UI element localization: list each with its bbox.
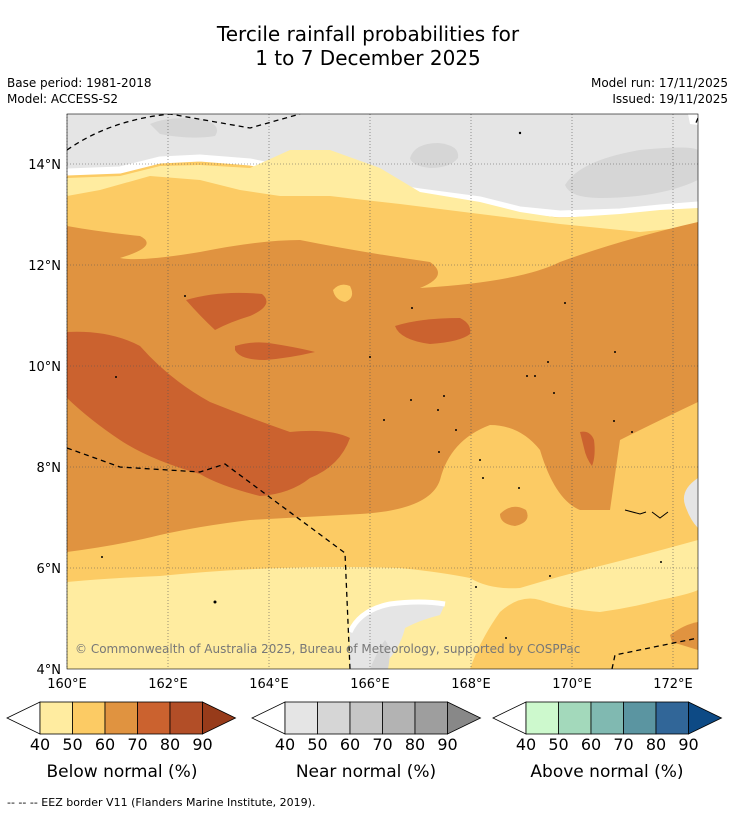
below-60-70-patch-south-east	[670, 622, 698, 650]
colour-legends: 40 50 60 70 80 90 40 50 60 70 80 90 40 50 60 70 80 90	[6, 701, 723, 754]
near-normal-50-60-patch-2	[150, 118, 218, 138]
lat-label-12: 12°N	[28, 259, 61, 274]
lon-label-166: 166°E	[350, 677, 390, 692]
lon-label-160: 160°E	[47, 677, 87, 692]
legend-near-tick: 70	[372, 735, 392, 754]
longitude-labels: 160°E 162°E 164°E 166°E 168°E 170°E 172°…	[47, 677, 693, 692]
legend-above-tick: 90	[678, 735, 698, 754]
below-60-70-patch-south	[500, 506, 528, 526]
title-line-1: Tercile rainfall probabilities for	[216, 22, 520, 46]
lat-label-10: 10°N	[28, 360, 61, 375]
below-70-80-patch-b	[235, 342, 315, 360]
model-run: Model run: 17/11/2025	[590, 76, 728, 90]
below-40-50-north	[67, 150, 698, 232]
legend-below-tick: 60	[95, 735, 115, 754]
title-line-2: 1 to 7 December 2025	[255, 46, 481, 70]
meta-left: Base period: 1981-2018 Model: ACCESS-S2	[7, 75, 152, 107]
legend-near-tick: 80	[405, 735, 425, 754]
legend-below-min-arrow	[6, 701, 41, 735]
legend-title-above: Above normal (%)	[530, 762, 684, 782]
lat-label-14: 14°N	[28, 158, 61, 173]
legend-title-near: Near normal (%)	[295, 762, 437, 782]
legend-below-swatch	[39, 701, 73, 735]
legend-above-tick: 50	[548, 735, 568, 754]
below-50-60-patch	[333, 284, 353, 302]
legend-above-swatch	[590, 701, 624, 735]
legend-above-swatch	[525, 701, 559, 735]
legend-near-max-arrow	[447, 701, 482, 735]
below-70-80-patch-c	[395, 318, 471, 344]
legend-near-tick: 60	[340, 735, 360, 754]
legend-below-swatch	[169, 701, 203, 735]
issued-date: Issued: 19/11/2025	[612, 92, 728, 106]
meta-right: Model run: 17/11/2025 Issued: 19/11/2025	[591, 75, 728, 107]
lat-label-6: 6°N	[37, 562, 62, 577]
map-frame	[66, 113, 699, 670]
near-normal-east	[683, 478, 698, 528]
legend-above-max-arrow	[688, 701, 723, 735]
legend-above-tick: 60	[581, 735, 601, 754]
eez-footnote: -- -- -- EEZ border V11 (Flanders Marine…	[7, 796, 316, 809]
legend-near-tick: 90	[437, 735, 457, 754]
legend-below-tick: 80	[160, 735, 180, 754]
legend-near-swatch	[382, 701, 416, 735]
island-chain	[624, 509, 669, 519]
lat-label-8: 8°N	[37, 461, 62, 476]
base-period: Base period: 1981-2018	[7, 76, 152, 90]
near-normal-40-50-south	[350, 602, 445, 669]
legend-title-below: Below normal (%)	[46, 762, 198, 782]
lon-label-172: 172°E	[653, 677, 693, 692]
legend-near-swatch	[317, 701, 351, 735]
legend-above-swatch	[623, 701, 657, 735]
lon-label-168: 168°E	[451, 677, 491, 692]
model-name: Model: ACCESS-S2	[7, 92, 119, 106]
legend-below-tick: 70	[127, 735, 147, 754]
graticule	[66, 114, 698, 669]
lon-label-164: 164°E	[249, 677, 289, 692]
below-70-80-west	[67, 331, 350, 496]
legend-below-swatch	[104, 701, 138, 735]
legend-above-tick: 40	[516, 735, 536, 754]
eez-border-south-east	[611, 637, 698, 669]
lon-label-170: 170°E	[552, 677, 592, 692]
legend-near-tick: 40	[275, 735, 295, 754]
legend-near-swatch	[414, 701, 448, 735]
eez-border-corner	[694, 117, 698, 126]
near-normal-50-60-north	[565, 147, 698, 198]
near-normal-50-60-south	[370, 640, 390, 669]
below-70-80-patch-a	[186, 292, 267, 330]
legend-below-max-arrow	[202, 701, 237, 735]
legend-below-swatch	[72, 701, 106, 735]
legend-below-tick: 50	[62, 735, 82, 754]
legend-above-tick: 80	[646, 735, 666, 754]
rainfall-probability-field	[67, 114, 698, 669]
near-normal-50-60-patch	[410, 143, 459, 168]
legend-near-min-arrow	[251, 701, 286, 735]
legend-near-swatch	[349, 701, 383, 735]
legend-below-swatch	[137, 701, 171, 735]
lat-label-4: 4°N	[37, 663, 62, 678]
legend-above-tick: 70	[613, 735, 633, 754]
tercile-boundary-south	[347, 599, 446, 634]
lon-label-162: 162°E	[148, 677, 188, 692]
eez-border-west	[67, 447, 351, 669]
legend-above-swatch	[558, 701, 592, 735]
legend-above-swatch	[655, 701, 689, 735]
legend-near-tick: 50	[307, 735, 327, 754]
legend-near-swatch	[284, 701, 318, 735]
legend-below-tick: 90	[192, 735, 212, 754]
latitude-labels: 14°N 12°N 10°N 8°N 6°N 4°N	[28, 158, 61, 678]
legend-above-min-arrow	[492, 701, 527, 735]
islands	[101, 131, 662, 639]
copyright-notice: © Commonwealth of Australia 2025, Bureau…	[75, 642, 580, 656]
map-title: Tercile rainfall probabilities for 1 to …	[0, 22, 736, 70]
legend-below-tick: 40	[30, 735, 50, 754]
below-70-80-patch-d	[580, 431, 595, 466]
